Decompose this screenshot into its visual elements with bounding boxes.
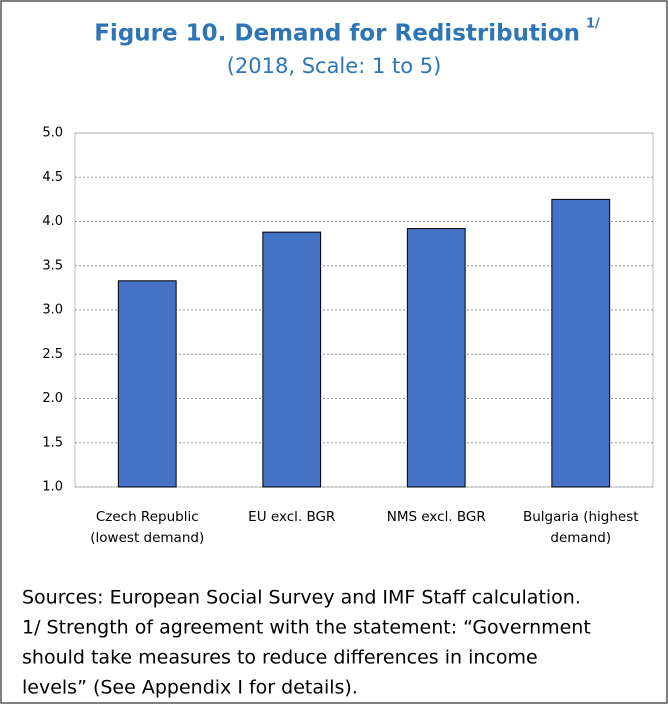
y-tick-label: 3.5 [42, 258, 63, 273]
y-tick-label: 3.0 [42, 303, 63, 318]
title-superscript: 1/ [586, 17, 600, 32]
bar [406, 228, 466, 488]
x-tick-label: Czech Republic [96, 509, 199, 525]
footnote: 1/ Strength of agreement with the statem… [22, 617, 591, 639]
x-tick-label: Bulgaria (highest [523, 509, 639, 525]
x-tick-label: (lowest demand) [90, 530, 204, 546]
chart-title: Figure 10. Demand for Redistribution [94, 21, 580, 47]
y-tick-label: 1.5 [42, 435, 63, 450]
footnote: levels” (See Appendix I for details). [22, 677, 358, 699]
bar [551, 198, 611, 488]
bar [262, 231, 322, 488]
x-tick-label: demand) [550, 530, 611, 546]
y-tick-label: 2.5 [42, 347, 63, 362]
y-tick-label: 4.5 [42, 170, 63, 185]
y-tick-label: 2.0 [42, 391, 63, 406]
chart-subtitle: (2018, Scale: 1 to 5) [227, 54, 442, 78]
footnote: Sources: European Social Survey and IMF … [22, 587, 581, 609]
x-tick-label: EU excl. BGR [248, 509, 335, 525]
y-tick-label: 1.0 [42, 480, 63, 495]
bar [117, 280, 177, 488]
y-tick-label: 4.0 [42, 214, 63, 229]
x-tick-label: NMS excl. BGR [387, 509, 486, 525]
y-tick-label: 5.0 [42, 126, 63, 141]
footnote: should take measures to reduce differenc… [22, 647, 538, 669]
